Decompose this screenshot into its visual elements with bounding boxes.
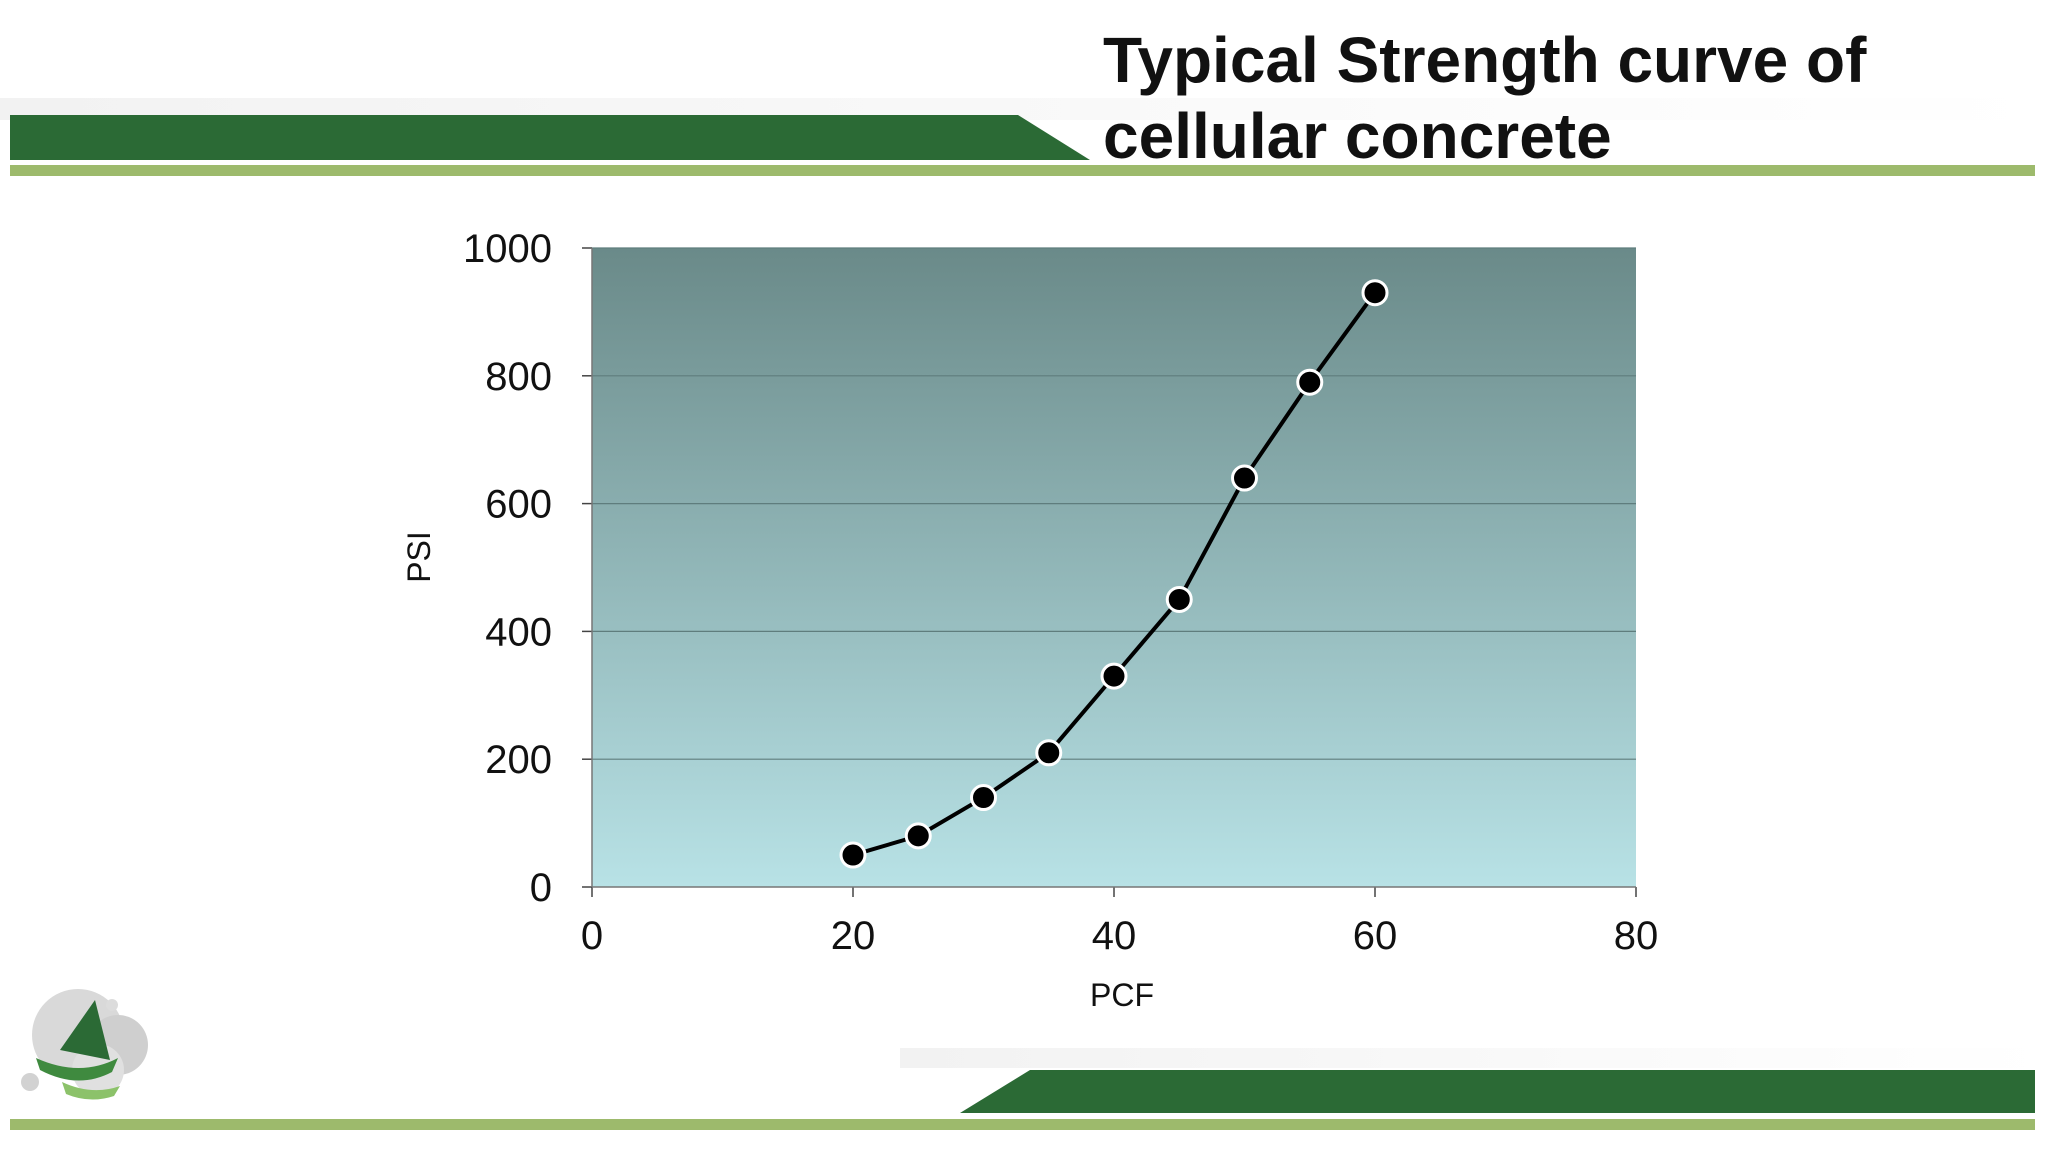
x-tick-label: 0 — [581, 914, 603, 958]
data-point — [904, 822, 932, 850]
data-series — [839, 279, 1389, 869]
x-tick-label: 20 — [831, 914, 876, 958]
y-tick-label: 200 — [485, 738, 552, 782]
slide-title: Typical Strength curve of cellular concr… — [1103, 22, 2003, 174]
top-light-stripe — [10, 165, 2035, 176]
y-tick-label: 400 — [485, 610, 552, 654]
y-tick-label: 600 — [485, 483, 552, 527]
tick-labels: 0 200 400 600 800 1000 0 20 40 60 80 — [463, 227, 1658, 958]
x-axis-label: PCF — [1090, 977, 1154, 1013]
y-axis-label: PSI — [401, 531, 437, 583]
x-tick-label: 80 — [1614, 914, 1659, 958]
slide-title-line-2: cellular concrete — [1103, 100, 1612, 172]
data-point — [1035, 739, 1063, 767]
bottom-dark-band — [960, 1070, 2035, 1113]
slide-title-line-1: Typical Strength curve of — [1103, 24, 1867, 96]
y-tick-label: 1000 — [463, 227, 552, 271]
data-point — [1231, 464, 1258, 492]
bottom-band-shadow — [900, 1048, 2048, 1068]
plot-area — [592, 248, 1636, 887]
y-tick-label: 0 — [530, 866, 552, 910]
top-band-shadow — [0, 98, 2048, 120]
bottom-light-stripe — [10, 1119, 2035, 1130]
data-point — [970, 784, 997, 812]
top-dark-band — [10, 115, 1090, 160]
x-tick-label: 60 — [1353, 914, 1398, 958]
data-point — [1361, 279, 1389, 307]
company-logo-icon — [21, 989, 148, 1100]
y-tick-label: 800 — [485, 355, 552, 399]
data-point — [1296, 368, 1324, 396]
axes — [582, 247, 1637, 897]
data-point — [839, 841, 867, 869]
gridlines — [592, 247, 1636, 760]
x-tick-label: 40 — [1092, 914, 1137, 958]
data-point — [1100, 662, 1128, 690]
data-point — [1165, 585, 1193, 613]
